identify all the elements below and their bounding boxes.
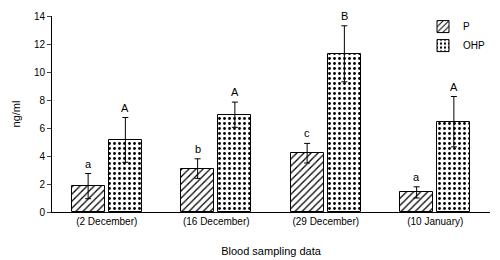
svg-text:(10 January): (10 January) [407, 216, 463, 227]
svg-text:OHP: OHP [463, 40, 485, 51]
svg-text:4: 4 [39, 151, 45, 162]
svg-text:P: P [463, 21, 470, 32]
svg-text:14: 14 [34, 11, 46, 22]
svg-text:(29 December): (29 December) [292, 216, 359, 227]
svg-text:Blood sampling data: Blood sampling data [221, 245, 322, 257]
svg-text:b: b [195, 143, 201, 155]
svg-text:0: 0 [39, 207, 45, 218]
svg-text:a: a [85, 158, 92, 170]
svg-text:a: a [413, 171, 420, 183]
svg-text:8: 8 [39, 95, 45, 106]
svg-text:12: 12 [34, 39, 46, 50]
svg-text:2: 2 [39, 179, 45, 190]
svg-text:(16 December): (16 December) [183, 216, 250, 227]
svg-text:B: B [341, 10, 348, 22]
svg-text:10: 10 [34, 67, 46, 78]
svg-text:6: 6 [39, 123, 45, 134]
svg-text:A: A [450, 81, 458, 93]
svg-text:A: A [121, 102, 129, 114]
svg-text:A: A [231, 86, 239, 98]
svg-text:ng/ml: ng/ml [10, 101, 22, 128]
svg-text:c: c [304, 127, 310, 139]
svg-text:(2 December): (2 December) [76, 216, 137, 227]
